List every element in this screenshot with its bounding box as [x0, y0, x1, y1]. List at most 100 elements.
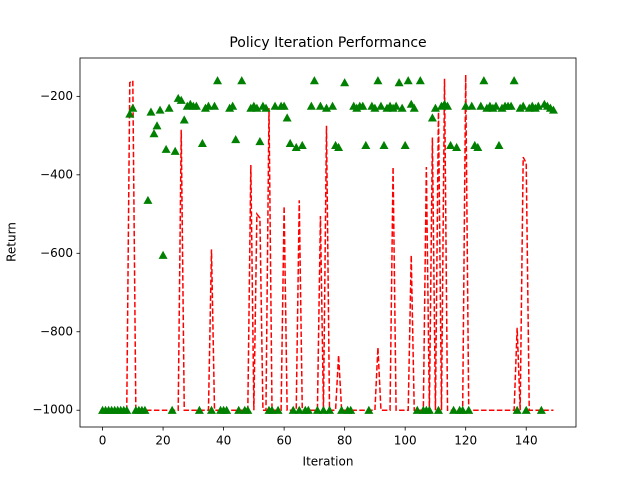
triangle-marker — [443, 101, 453, 110]
triangle-marker — [433, 405, 443, 414]
x-tick-label: 140 — [515, 434, 538, 448]
triangle-marker — [294, 405, 304, 414]
triangle-marker — [337, 405, 347, 414]
triangle-marker — [548, 105, 558, 114]
triangle-marker — [361, 140, 371, 149]
triangle-marker — [415, 76, 425, 85]
triangle-marker — [197, 138, 207, 148]
triangle-marker — [206, 405, 216, 414]
triangle-marker — [318, 405, 328, 414]
triangle-marker — [334, 142, 344, 151]
triangle-marker — [149, 129, 159, 138]
y-axis-label: Return — [5, 222, 19, 262]
triangle-marker — [464, 405, 474, 414]
triangle-marker — [358, 101, 368, 110]
triangle-marker — [213, 76, 223, 85]
triangle-marker — [143, 195, 153, 204]
y-tick-label: −400 — [40, 167, 73, 181]
triangle-marker — [273, 405, 283, 414]
y-tick-label: −1000 — [32, 403, 73, 417]
plot-area — [98, 74, 558, 414]
triangle-marker — [476, 101, 486, 110]
triangle-marker — [328, 101, 338, 110]
triangle-marker — [521, 405, 531, 414]
triangle-marker — [403, 76, 413, 85]
triangle-marker — [479, 76, 489, 85]
triangle-marker — [446, 140, 456, 149]
triangle-marker — [222, 405, 232, 414]
triangle-marker — [255, 136, 265, 146]
triangle-marker — [164, 103, 174, 112]
triangle-marker — [512, 405, 522, 414]
triangle-marker — [312, 405, 322, 414]
triangle-marker — [231, 135, 241, 144]
triangle-marker — [167, 405, 177, 414]
series-line — [102, 74, 554, 411]
triangle-marker — [491, 101, 501, 110]
triangle-marker — [427, 113, 437, 122]
triangle-marker — [536, 405, 546, 414]
triangle-marker — [473, 142, 483, 151]
triangle-marker — [158, 250, 168, 259]
x-tick-label: 80 — [337, 434, 352, 448]
triangle-marker — [394, 78, 404, 87]
triangle-marker — [176, 95, 186, 104]
triangle-marker — [203, 101, 213, 110]
triangle-marker — [509, 76, 519, 85]
triangle-marker — [237, 76, 247, 85]
x-tick-label: 40 — [216, 434, 231, 448]
triangle-marker — [461, 101, 471, 110]
x-tick-label: 20 — [155, 434, 170, 448]
triangle-marker — [210, 101, 220, 110]
triangle-marker — [303, 405, 313, 414]
triangle-marker — [194, 405, 204, 414]
triangle-marker — [170, 146, 180, 155]
triangle-marker — [309, 76, 319, 85]
triangle-marker — [285, 138, 295, 148]
triangle-marker — [191, 101, 201, 110]
triangle-marker — [267, 405, 277, 414]
triangle-marker — [452, 142, 462, 151]
triangle-marker — [325, 405, 335, 414]
x-axis-label: Iteration — [303, 455, 354, 469]
triangle-marker — [424, 405, 434, 414]
y-tick-label: −800 — [40, 324, 73, 338]
x-tick-label: 120 — [454, 434, 477, 448]
chart-title: Policy Iteration Performance — [229, 35, 426, 51]
triangle-marker — [228, 101, 238, 110]
triangle-marker — [125, 109, 135, 118]
triangle-marker — [409, 103, 419, 112]
triangle-marker — [234, 405, 244, 414]
triangle-marker — [288, 405, 298, 414]
triangle-marker — [373, 76, 383, 85]
triangle-marker — [376, 101, 386, 110]
triangle-marker — [340, 78, 350, 87]
triangle-marker — [122, 405, 132, 414]
triangle-marker — [279, 101, 289, 110]
triangle-marker — [364, 405, 374, 414]
triangle-marker — [179, 115, 189, 124]
triangle-marker — [400, 140, 410, 149]
triangle-marker — [297, 140, 307, 149]
triangle-marker — [128, 103, 138, 112]
y-tick-label: −200 — [40, 89, 73, 103]
triangle-marker — [146, 107, 156, 116]
triangle-marker — [458, 405, 468, 414]
triangle-marker — [346, 405, 356, 414]
triangle-marker — [270, 101, 280, 110]
triangle-marker — [161, 144, 171, 153]
triangle-marker — [467, 101, 477, 110]
y-tick-label: −600 — [40, 246, 73, 260]
x-tick-label: 0 — [99, 434, 107, 448]
triangle-marker — [155, 105, 165, 114]
triangle-marker — [261, 103, 271, 112]
axes-frame — [79, 57, 577, 428]
triangle-marker — [506, 101, 516, 110]
triangle-marker — [397, 103, 407, 112]
triangle-marker — [152, 121, 162, 130]
x-tick-label: 100 — [394, 434, 417, 448]
triangle-marker — [494, 140, 504, 149]
triangle-marker — [518, 101, 528, 110]
triangle-marker — [140, 405, 150, 414]
